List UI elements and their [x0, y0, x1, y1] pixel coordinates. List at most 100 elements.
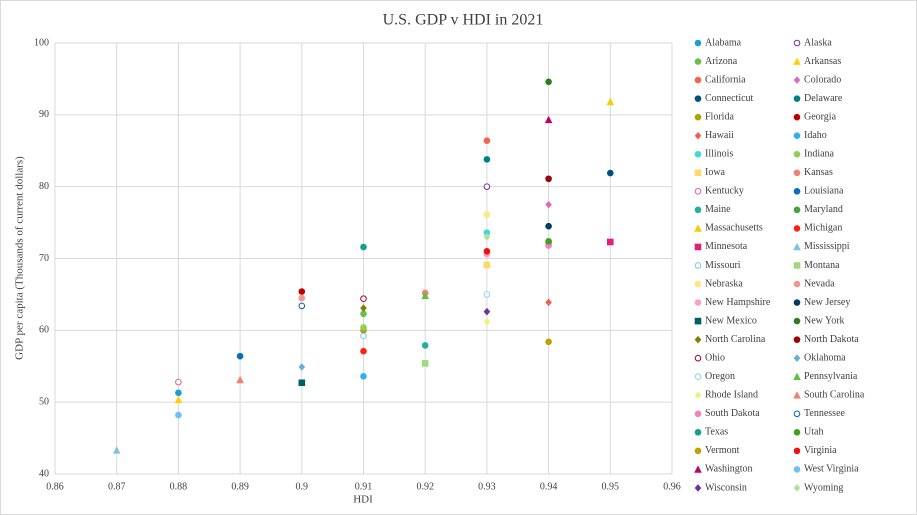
legend-label: New Jersey	[804, 297, 850, 308]
legend-label: Maryland	[804, 204, 843, 215]
legend-label: Tennessee	[804, 408, 846, 419]
chart-title: U.S. GDP v HDI in 2021	[383, 12, 544, 29]
legend-label: Minnesota	[705, 241, 748, 252]
legend-label: Idaho	[804, 130, 827, 141]
y-tick-label: 70	[39, 253, 49, 264]
legend-label: Georgia	[804, 111, 837, 122]
x-tick-label: 0.9	[296, 481, 309, 492]
legend-marker	[793, 484, 801, 492]
legend-marker	[793, 317, 801, 325]
legend-label: Rhode Island	[705, 390, 758, 401]
legend-marker	[793, 391, 801, 399]
data-point	[174, 395, 183, 404]
data-point	[360, 243, 367, 251]
data-point	[298, 294, 306, 302]
x-tick-label: 0.93	[478, 481, 496, 492]
y-tick-label: 40	[39, 468, 49, 479]
legend-marker	[694, 131, 702, 140]
data-point	[545, 338, 552, 346]
data-point	[360, 324, 367, 331]
data-point	[483, 317, 491, 326]
data-point	[175, 411, 182, 419]
legend-marker	[694, 354, 702, 362]
data-point	[360, 304, 367, 312]
legend-marker	[793, 206, 801, 214]
legend-label: Kentucky	[705, 186, 744, 197]
legend-label: Alaska	[804, 37, 832, 48]
y-axis-label: GDP per capita (Thousands of current dol…	[14, 156, 26, 360]
data-point	[483, 233, 491, 241]
legend-marker	[793, 225, 801, 232]
data-point	[112, 446, 121, 454]
data-point	[544, 115, 553, 124]
legend-marker	[694, 169, 702, 177]
x-tick-label: 0.88	[170, 481, 188, 492]
legend-marker	[793, 39, 801, 47]
data-point	[360, 332, 367, 340]
legend-label: South Dakota	[705, 408, 760, 419]
legend-label: Louisiana	[804, 186, 844, 197]
legend-label: Texas	[705, 427, 728, 438]
legend-label: Michigan	[804, 223, 842, 234]
data-point	[421, 342, 429, 349]
legend-label: South Carolina	[804, 390, 865, 401]
x-tick-label: 0.89	[231, 481, 249, 492]
data-point	[298, 363, 306, 371]
data-point	[607, 238, 614, 246]
legend-marker	[793, 169, 801, 177]
legend-label: Connecticut	[705, 93, 754, 104]
data-point	[483, 261, 491, 269]
legend-marker	[793, 466, 801, 473]
legend-label: North Dakota	[804, 334, 859, 345]
legend-marker	[793, 410, 801, 418]
legend-marker	[793, 299, 801, 306]
legend-marker	[793, 150, 801, 158]
legend-marker	[694, 280, 702, 288]
legend-marker	[793, 132, 801, 139]
legend-label: California	[705, 74, 746, 85]
data-point	[483, 137, 491, 144]
data-point	[483, 211, 491, 218]
data-point	[483, 229, 491, 236]
data-point	[545, 200, 552, 209]
data-point	[545, 175, 552, 183]
data-point	[236, 375, 244, 384]
legend-label: Oregon	[705, 371, 735, 382]
legend-label: Massachusetts	[705, 223, 763, 234]
legend-marker	[694, 447, 702, 455]
legend-label: Mississippi	[804, 241, 850, 252]
legend-marker	[694, 410, 702, 418]
data-point	[175, 389, 182, 397]
legend-marker	[694, 39, 702, 47]
legend-marker	[793, 188, 801, 195]
legend-label: Colorado	[804, 74, 841, 85]
legend-label: Wyoming	[804, 482, 843, 493]
data-point	[175, 378, 182, 386]
legend-marker	[694, 206, 702, 214]
legend-label: Vermont	[705, 445, 740, 456]
x-tick-label: 0.87	[108, 481, 126, 492]
legend-marker	[694, 224, 702, 232]
legend-label: Hawaii	[705, 130, 734, 141]
data-point	[483, 291, 491, 298]
legend-marker	[694, 429, 702, 436]
legend-marker	[694, 262, 702, 269]
legend-marker	[694, 391, 702, 400]
legend-label: Pennsylvania	[804, 371, 858, 382]
legend-marker	[793, 336, 801, 343]
data-point	[360, 347, 367, 355]
legend-label: Delaware	[804, 93, 843, 104]
data-point	[483, 156, 491, 163]
legend-label: Washington	[705, 464, 753, 475]
legend-marker	[793, 354, 801, 362]
legend-marker	[793, 447, 801, 455]
legend-marker	[694, 373, 702, 381]
legend-label: New York	[804, 315, 845, 326]
data-point	[545, 237, 552, 245]
y-tick-label: 100	[34, 37, 49, 48]
legend-marker	[694, 76, 702, 84]
legend-label: Oklahoma	[804, 352, 846, 363]
legend-label: North Carolina	[705, 334, 766, 345]
